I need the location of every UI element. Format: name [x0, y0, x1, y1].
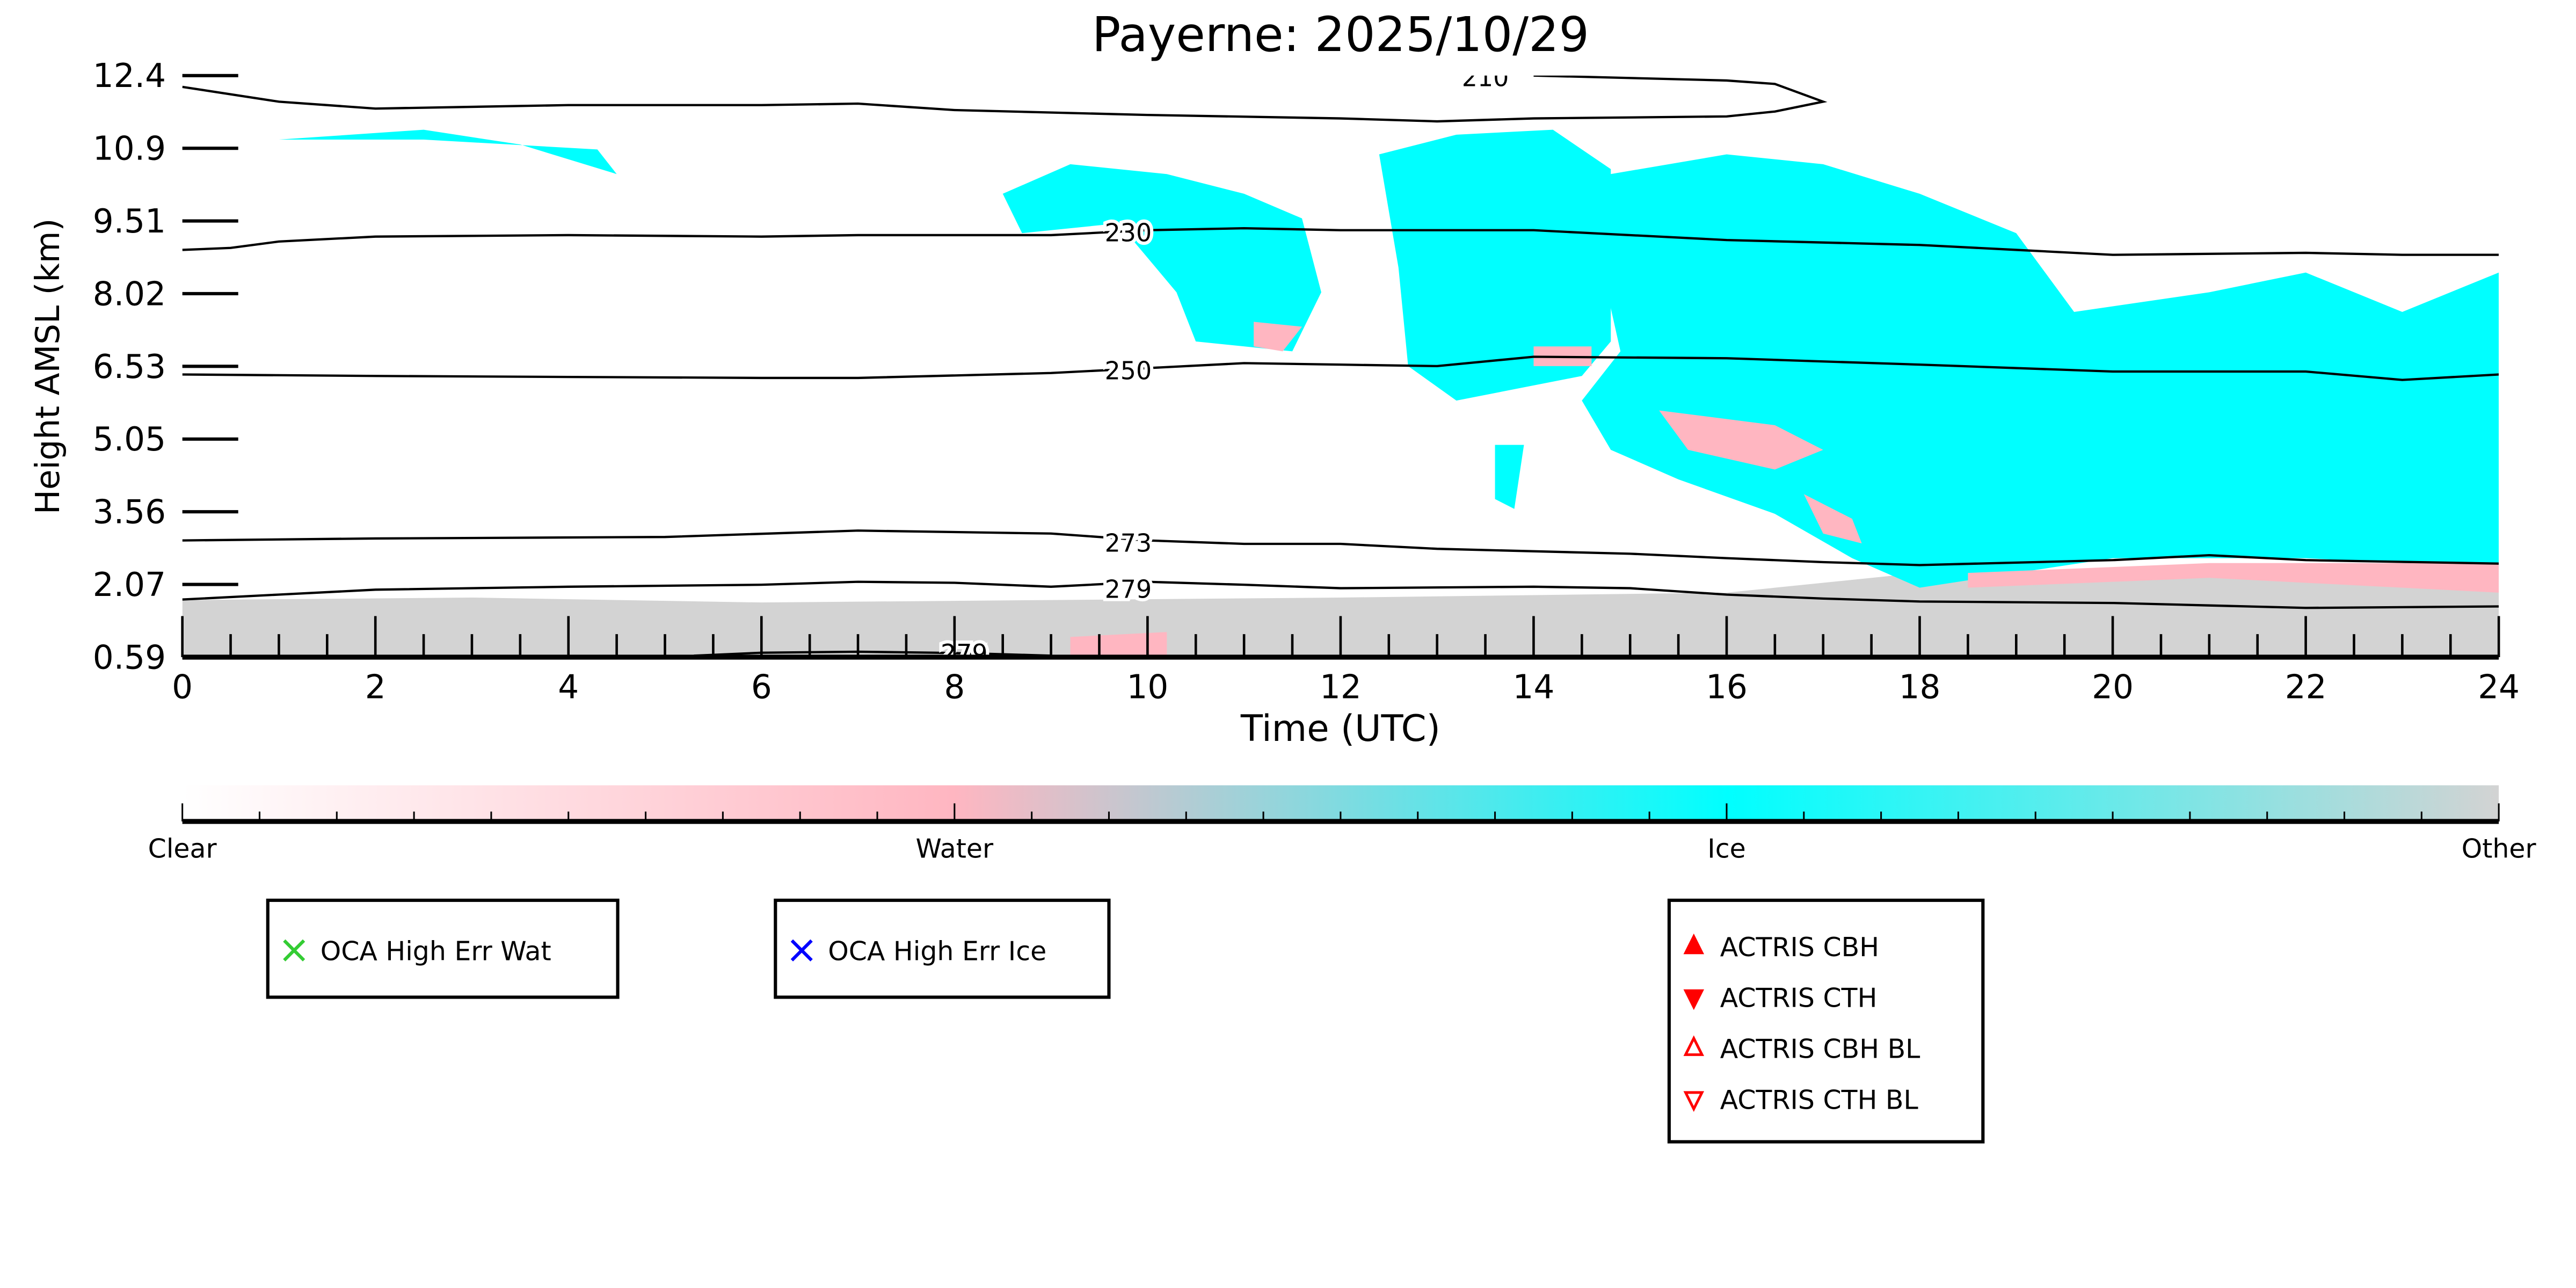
water-region: [1254, 322, 1302, 352]
contour-label-250: 250: [1105, 356, 1152, 385]
legend-item-label: OCA High Err Ice: [828, 936, 1046, 967]
temperature-contours: 210 230 250 273 279 279: [182, 63, 2499, 668]
contour-line-230: [182, 227, 2499, 256]
axes: 0 2 4 6 8 10 12 14 16 18 20 22 240.592.073.565.056.5…: [93, 57, 2520, 706]
y-tick-label: 2.07: [93, 566, 166, 604]
x-tick-label: 8: [944, 668, 965, 706]
colorbar-label-water: Water: [915, 833, 994, 864]
ice-region: [1379, 129, 1611, 401]
ice-region: [1582, 154, 2499, 588]
x-axis-label: Time (UTC): [1240, 708, 1440, 749]
legend-frame: [266, 898, 620, 999]
triangle-down-marker-icon: [1683, 989, 1705, 1010]
legend-frame: [774, 898, 1111, 999]
y-tick-label: 0.59: [93, 638, 166, 676]
x-tick-label: 24: [2478, 668, 2520, 706]
x-tick-label: 20: [2092, 668, 2134, 706]
triangle-up-marker-icon: [1683, 1035, 1705, 1056]
x-tick-label: 2: [365, 668, 386, 706]
x-tick-label: 16: [1706, 668, 1748, 706]
triangle-up-marker-icon: [1683, 933, 1705, 955]
water-region: [1659, 410, 1823, 470]
water-region: [1803, 494, 1862, 544]
contour-label-279: 279: [941, 639, 988, 668]
y-tick-label: 9.51: [93, 202, 166, 241]
legend-box: OCA High Err Ice: [774, 898, 1111, 999]
y-tick-label: 3.56: [93, 493, 166, 532]
y-tick-label: 6.53: [93, 348, 166, 386]
colorbar-label-other: Other: [2462, 833, 2537, 864]
legends: OCA High Err Wat OCA High Err Ice ACTRIS C…: [266, 898, 1985, 1144]
y-tick-label: 12.4: [93, 57, 166, 95]
cloud-phase-field: [182, 129, 2499, 657]
x-tick-label: 6: [751, 668, 772, 706]
x-tick-label: 0: [172, 668, 193, 706]
contour-line-279: [694, 650, 1051, 657]
legend-item-label: ACTRIS CBH: [1720, 932, 1879, 963]
contour-line-250: [182, 355, 2499, 381]
legend-box: OCA High Err Wat: [266, 898, 620, 999]
colorbar-label-ice: Ice: [1707, 833, 1745, 864]
x-tick-label: 12: [1320, 668, 1362, 706]
legend-box: ACTRIS CBH ACTRIS CTH ACTRIS CBH BL ACTRIS …: [1667, 898, 1985, 1144]
legend-item-label: ACTRIS CTH BL: [1720, 1085, 1918, 1115]
ice-region: [279, 129, 617, 174]
colorbar: Clear Water Ice Other: [148, 785, 2537, 864]
y-axis-label: Height AMSL (km): [29, 219, 67, 515]
water-region: [1968, 563, 2499, 593]
contour-line-279: [182, 580, 2499, 609]
water-region: [1070, 632, 1167, 657]
contour-label-279: 279: [1105, 575, 1152, 604]
legend-item-label: OCA High Err Wat: [321, 936, 551, 967]
legend-item-label: ACTRIS CBH BL: [1720, 1034, 1920, 1065]
x-marker-icon: [790, 939, 813, 962]
x-tick-label: 4: [558, 668, 579, 706]
contour-label-230: 230: [1105, 219, 1152, 248]
x-tick-label: 22: [2285, 668, 2327, 706]
triangle-down-marker-icon: [1683, 1091, 1705, 1112]
contour-line-210: [182, 75, 1828, 123]
colorbar-label-clear: Clear: [148, 833, 217, 864]
ice-region: [1495, 445, 1524, 509]
contour-label-273: 273: [1105, 528, 1152, 557]
y-tick-label: 5.05: [93, 420, 166, 459]
x-tick-label: 18: [1899, 668, 1941, 706]
x-marker-icon: [283, 939, 305, 962]
contour-label-210: 210: [1462, 63, 1509, 92]
legend-item-label: ACTRIS CTH: [1720, 983, 1878, 1014]
ice-region: [1002, 164, 1321, 352]
x-tick-label: 10: [1126, 668, 1168, 706]
legend-frame: [1667, 898, 1985, 1144]
y-tick-label: 8.02: [93, 275, 166, 313]
x-tick-label: 14: [1513, 668, 1555, 706]
chart-title: Payerne: 2025/10/29: [1092, 7, 1589, 62]
y-tick-label: 10.9: [93, 130, 166, 168]
contour-line-273: [182, 529, 2499, 566]
